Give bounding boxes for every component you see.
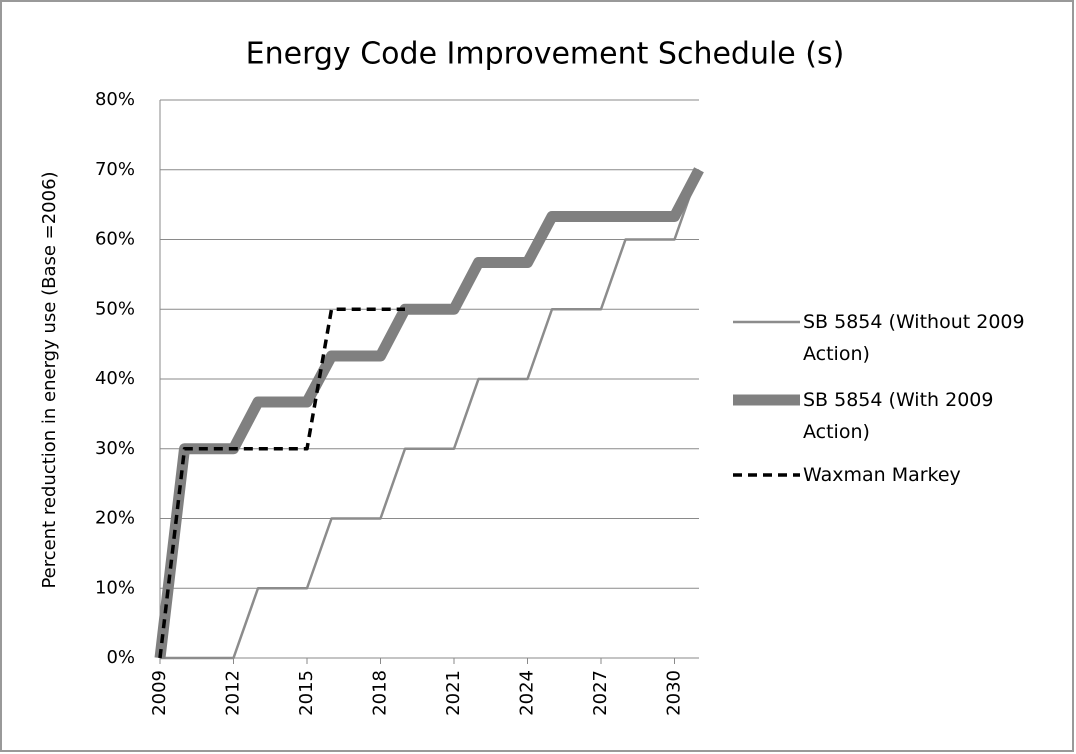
x-tick-label: 2021 <box>443 670 464 716</box>
legend-label: SB 5854 (With 2009 Action) <box>803 389 994 443</box>
chart-title: Energy Code Improvement Schedule (s) <box>246 37 845 72</box>
y-tick-label: 10% <box>95 577 135 598</box>
y-tick-label: 70% <box>95 159 135 180</box>
y-tick-label: 40% <box>95 368 135 389</box>
y-tick-label: 30% <box>95 438 135 459</box>
x-tick-label: 2015 <box>296 670 317 716</box>
y-tick-label: 60% <box>95 229 135 250</box>
x-tick-label: 2030 <box>664 670 685 716</box>
x-tick-label: 2027 <box>590 670 611 716</box>
y-tick-label: 50% <box>95 298 135 319</box>
x-tick-label: 2024 <box>517 670 538 716</box>
x-tick-label: 2012 <box>223 670 244 716</box>
y-tick-label: 0% <box>106 647 135 668</box>
y-axis-label: Percent reduction in energy use (Base =2… <box>39 171 60 588</box>
series-line <box>154 167 704 659</box>
x-tick-label: 2018 <box>370 670 391 716</box>
x-tick-label: 2009 <box>149 670 170 716</box>
y-tick-label: 80% <box>95 89 135 110</box>
y-tick-label: 20% <box>95 508 135 529</box>
legend-label: SB 5854 (Without 2009 Action) <box>803 311 1025 365</box>
series-line <box>160 169 701 660</box>
legend-label: Waxman Markey <box>803 464 961 486</box>
series-line <box>158 307 405 659</box>
